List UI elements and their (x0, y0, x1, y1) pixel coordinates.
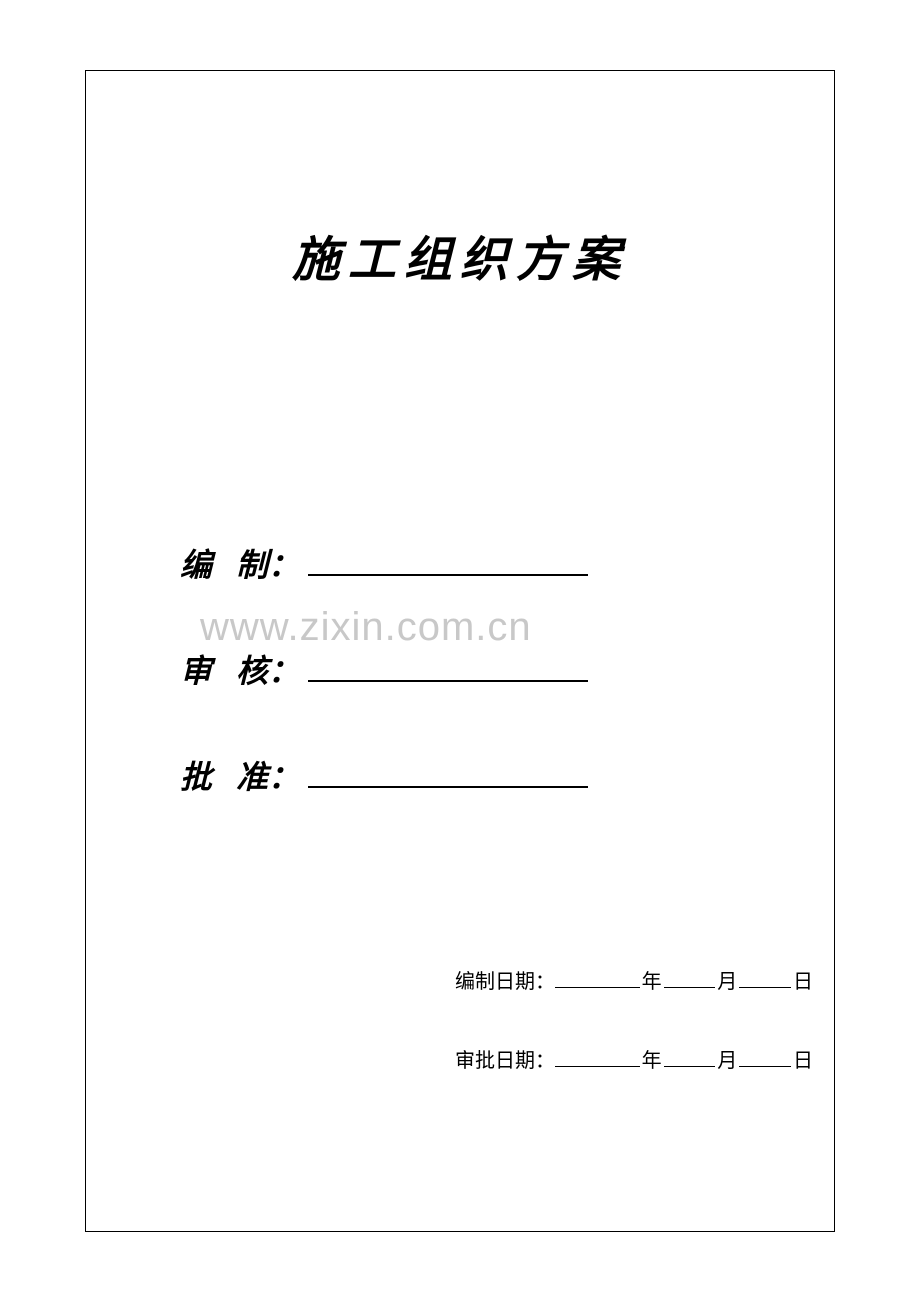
compile-year-blank (555, 987, 640, 988)
review-signature-line (308, 680, 588, 682)
compile-day-blank (739, 987, 791, 988)
approve-signature-line (308, 786, 588, 788)
compile-date-row: 编制日期： 年 月 日 (455, 965, 815, 994)
compile-signature-line (308, 574, 588, 576)
date-section: 编制日期： 年 月 日 审批日期： 年 月 日 (455, 965, 815, 1123)
year-unit: 年 (642, 965, 662, 994)
signature-section: 编 制： 审 核： 批 准： (180, 540, 588, 858)
day-unit: 日 (793, 1044, 813, 1073)
approve-day-blank (739, 1066, 791, 1067)
review-label: 审 核： (180, 646, 300, 692)
document-title: 施工组织方案 (0, 220, 920, 290)
approve-month-blank (664, 1066, 716, 1067)
compile-date-label: 编制日期： (455, 965, 555, 994)
approve-date-row: 审批日期： 年 月 日 (455, 1044, 815, 1073)
approve-date-label: 审批日期： (455, 1044, 555, 1073)
day-unit: 日 (793, 965, 813, 994)
compile-label: 编 制： (180, 540, 300, 586)
month-unit: 月 (717, 1044, 737, 1073)
compile-month-blank (664, 987, 716, 988)
approve-signature-row: 批 准： (180, 752, 588, 798)
month-unit: 月 (717, 965, 737, 994)
approve-label: 批 准： (180, 752, 300, 798)
year-unit: 年 (642, 1044, 662, 1073)
review-signature-row: 审 核： (180, 646, 588, 692)
approve-year-blank (555, 1066, 640, 1067)
compile-signature-row: 编 制： (180, 540, 588, 586)
